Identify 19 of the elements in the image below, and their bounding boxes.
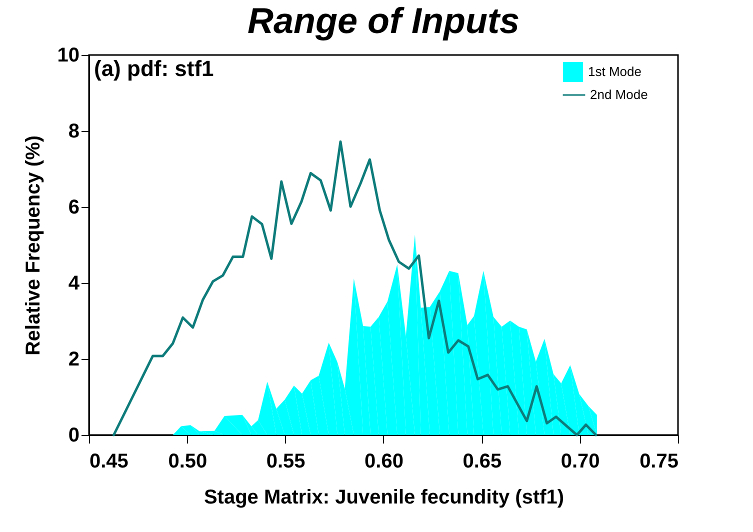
y-tick-label: 10 [57,44,80,66]
x-axis-title: Stage Matrix: Juvenile fecundity (stf1) [204,486,564,508]
x-tick-label: 0.60 [364,450,404,472]
legend-label: 1st Mode [588,64,642,79]
legend-label: 2nd Mode [590,87,648,102]
x-tick-label: 0.50 [168,450,208,472]
x-tick-label: 0.55 [266,450,306,472]
y-tick-label: 2 [68,348,80,370]
y-tick-label: 0 [68,424,80,446]
y-tick-label: 8 [68,120,80,142]
y-axis-title: Relative Frequency (%) [22,135,44,356]
y-tick-label: 6 [68,196,80,218]
x-tick-label: 0.70 [560,450,600,472]
x-tick-label: 0.75 [640,450,678,472]
chart-title: Range of Inputs [248,0,520,41]
x-tick-label: 0.65 [462,450,502,472]
y-tick-label: 4 [68,272,80,294]
annotation: (a) pdf: stf1 [94,56,214,81]
x-tick-label: 0.45 [90,450,128,472]
